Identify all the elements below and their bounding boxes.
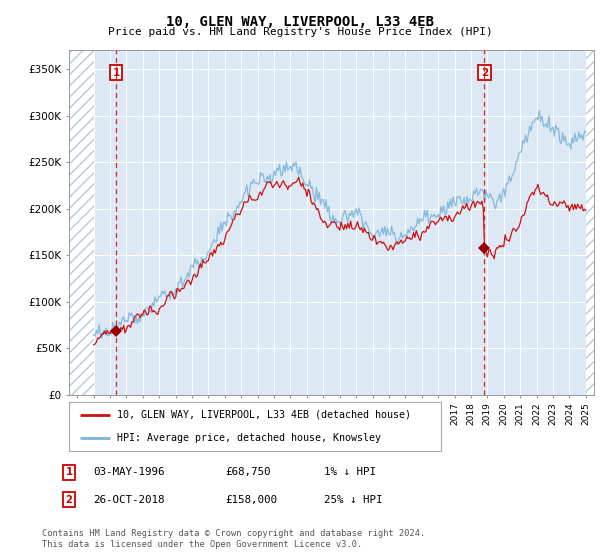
Text: 10, GLEN WAY, LIVERPOOL, L33 4EB (detached house): 10, GLEN WAY, LIVERPOOL, L33 4EB (detach… <box>118 410 412 420</box>
Text: 1: 1 <box>65 467 73 477</box>
Text: 25% ↓ HPI: 25% ↓ HPI <box>324 494 383 505</box>
Bar <box>69 50 94 395</box>
Text: 2: 2 <box>65 494 73 505</box>
Text: 2: 2 <box>481 68 488 78</box>
Text: Price paid vs. HM Land Registry's House Price Index (HPI): Price paid vs. HM Land Registry's House … <box>107 27 493 37</box>
Bar <box>586 50 594 395</box>
Text: 1: 1 <box>112 68 120 78</box>
Text: 26-OCT-2018: 26-OCT-2018 <box>93 494 164 505</box>
Text: £158,000: £158,000 <box>225 494 277 505</box>
Text: 1% ↓ HPI: 1% ↓ HPI <box>324 467 376 477</box>
Text: Contains HM Land Registry data © Crown copyright and database right 2024.
This d: Contains HM Land Registry data © Crown c… <box>42 529 425 549</box>
Text: £68,750: £68,750 <box>225 467 271 477</box>
Text: 03-MAY-1996: 03-MAY-1996 <box>93 467 164 477</box>
Text: HPI: Average price, detached house, Knowsley: HPI: Average price, detached house, Know… <box>118 433 382 444</box>
Text: 10, GLEN WAY, LIVERPOOL, L33 4EB: 10, GLEN WAY, LIVERPOOL, L33 4EB <box>166 15 434 29</box>
